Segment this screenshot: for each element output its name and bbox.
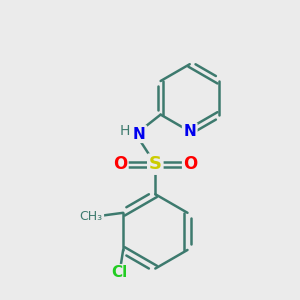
Text: S: S	[149, 155, 162, 173]
Text: CH₃: CH₃	[80, 210, 103, 223]
Text: Cl: Cl	[112, 266, 128, 280]
Text: N: N	[133, 127, 146, 142]
Text: O: O	[184, 155, 198, 173]
Text: O: O	[113, 155, 127, 173]
Text: H: H	[119, 124, 130, 138]
Text: N: N	[183, 124, 196, 139]
